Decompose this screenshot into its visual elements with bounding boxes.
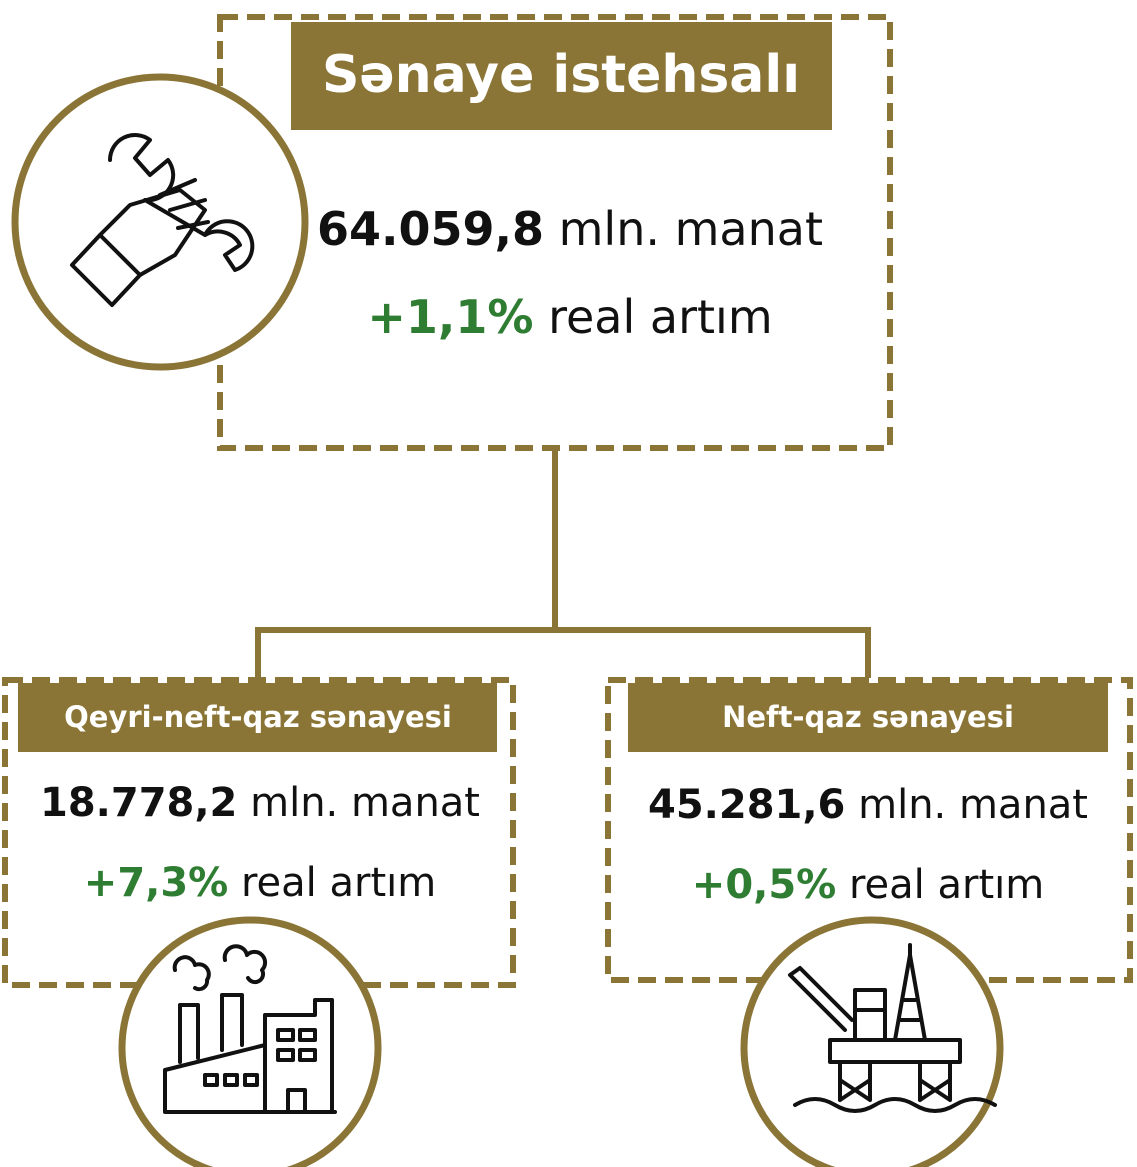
branch-growth: +7,3% [84, 860, 228, 906]
branch-title-band [18, 683, 497, 752]
branch-growth-label: real artım [241, 860, 436, 906]
main-value: 64.059,8 [317, 202, 544, 256]
branch-growth-label: real artım [849, 862, 1044, 908]
branch-growth: +0,5% [692, 862, 836, 908]
factory-icon [163, 944, 337, 1114]
branch-title: Neft-qaz sənayesi [722, 700, 1014, 734]
branch-unit: mln. manat [250, 780, 480, 826]
branch-value: 45.281,6 [648, 782, 845, 828]
branch-value: 18.778,2 [40, 780, 237, 826]
branch-value-line: 18.778,2 mln. manat [40, 780, 480, 826]
branch-unit: mln. manat [858, 782, 1088, 828]
main-growth: +1,1% [367, 290, 533, 344]
branch-value-line: 45.281,6 mln. manat [648, 782, 1088, 828]
oil-rig-icon [788, 943, 997, 1113]
connector [255, 448, 871, 678]
main-growth-label: real artım [548, 290, 773, 344]
factory-icon-ring [118, 916, 382, 1167]
branch-title: Qeyri-neft-qaz sənayesi [64, 700, 452, 734]
oil-rig-icon-ring [740, 916, 1004, 1167]
wrench-hand-icon [70, 133, 255, 307]
branch-title-band [628, 683, 1108, 752]
main-value-line: 64.059,8 mln. manat [317, 202, 823, 256]
main-icon-ring [11, 73, 309, 371]
branch-growth-line: +7,3% real artım [84, 860, 436, 906]
main-title: Sənaye istehsalı [322, 45, 800, 105]
main-growth-line: +1,1% real artım [367, 290, 772, 344]
main-unit: mln. manat [559, 202, 823, 256]
branch-growth-line: +0,5% real artım [692, 862, 1044, 908]
main-title-band [291, 22, 832, 130]
